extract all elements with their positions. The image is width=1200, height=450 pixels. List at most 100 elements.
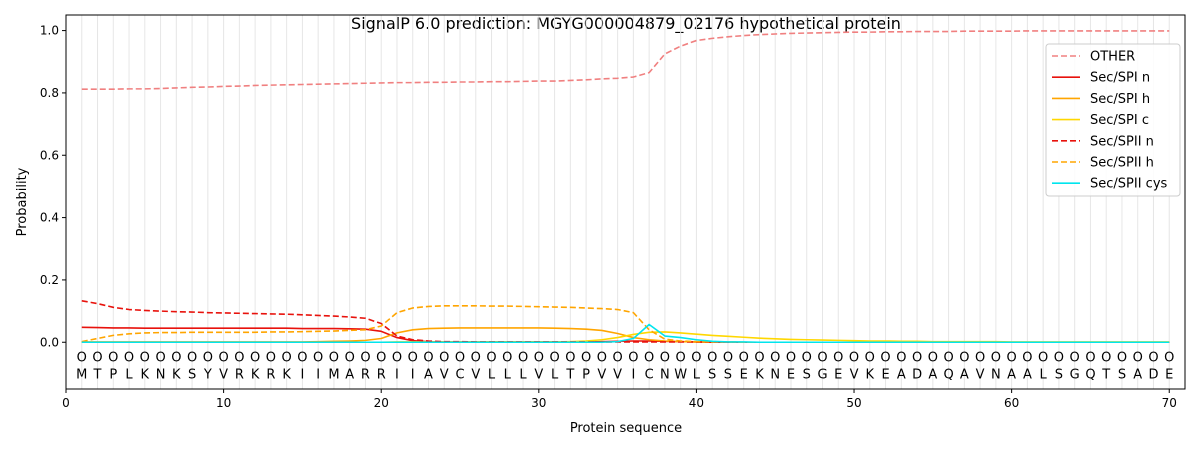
position-marker: O xyxy=(770,350,780,365)
position-marker: O xyxy=(455,350,465,365)
residue-label: C xyxy=(645,367,654,382)
position-marker: O xyxy=(108,350,118,365)
residue-label: E xyxy=(787,367,795,382)
position-marker: O xyxy=(896,350,906,365)
legend-label: Sec/SPI h xyxy=(1090,92,1150,107)
y-axis-label: Probability xyxy=(15,167,30,236)
residue-label: G xyxy=(817,367,827,382)
position-marker: O xyxy=(155,350,165,365)
residue-label: R xyxy=(235,367,244,382)
position-marker: O xyxy=(786,350,796,365)
position-marker: O xyxy=(1164,350,1174,365)
residue-label: I xyxy=(631,367,635,382)
legend: OTHER Sec/SPI n Sec/SPI h Sec/SPI c Sec/SPII… xyxy=(1045,43,1181,197)
position-marker: O xyxy=(865,350,875,365)
residue-label: T xyxy=(93,367,102,382)
residue-label: K xyxy=(141,367,150,382)
position-marker: O xyxy=(676,350,686,365)
position-marker: O xyxy=(329,350,339,365)
x-tick-label: 60 xyxy=(1004,396,1019,410)
residue-label: V xyxy=(471,367,480,382)
residue-label: A xyxy=(928,367,937,382)
position-marker: O xyxy=(613,350,623,365)
position-marker: O xyxy=(408,350,418,365)
residue-label: N xyxy=(660,367,670,382)
residue-label: R xyxy=(361,367,370,382)
residue-label: A xyxy=(1133,367,1142,382)
residue-label: D xyxy=(1148,367,1158,382)
residue-label: S xyxy=(188,367,196,382)
residue-label: E xyxy=(881,367,889,382)
x-tick-label: 50 xyxy=(846,396,861,410)
position-marker: O xyxy=(754,350,764,365)
position-marker: O xyxy=(124,350,134,365)
residue-label: S xyxy=(1118,367,1126,382)
residue-label: P xyxy=(109,367,117,382)
position-marker: O xyxy=(691,350,701,365)
position-marker: O xyxy=(1133,350,1143,365)
residue-label: S xyxy=(803,367,811,382)
position-marker: O xyxy=(92,350,102,365)
x-tick-label: 40 xyxy=(689,396,704,410)
residue-label: Q xyxy=(1085,367,1095,382)
position-marker: O xyxy=(234,350,244,365)
residue-label: M xyxy=(328,367,339,382)
position-marker: O xyxy=(250,350,260,365)
x-tick-label: 10 xyxy=(216,396,231,410)
residue-label: E xyxy=(834,367,842,382)
legend-label: Sec/SPII h xyxy=(1090,156,1154,171)
plot-frame xyxy=(65,14,1186,390)
residue-label: S xyxy=(708,367,716,382)
residue-label: L xyxy=(488,367,496,382)
residue-label: E xyxy=(740,367,748,382)
position-marker: O xyxy=(959,350,969,365)
y-tick-label: 1.0 xyxy=(40,24,59,38)
chart-title: SignalP 6.0 prediction: MGYG000004879_02… xyxy=(351,14,901,34)
x-tick-label: 70 xyxy=(1162,396,1177,410)
position-marker: O xyxy=(817,350,827,365)
x-axis-label: Protein sequence xyxy=(570,421,682,436)
residue-label: V xyxy=(976,367,985,382)
position-marker: O xyxy=(1117,350,1127,365)
position-marker: O xyxy=(928,350,938,365)
position-marker: O xyxy=(581,350,591,365)
vertical-grid xyxy=(81,15,1170,389)
residue-label: W xyxy=(674,367,687,382)
residue-label: G xyxy=(1070,367,1080,382)
residue-label: N xyxy=(156,367,166,382)
residue-label: K xyxy=(282,367,291,382)
series-line-sec-spii-cys xyxy=(81,323,1170,344)
y-tick-label: 0.2 xyxy=(40,273,59,287)
position-marker: O xyxy=(502,350,512,365)
residue-label: R xyxy=(266,367,275,382)
position-marker: O xyxy=(187,350,197,365)
position-marker: O xyxy=(628,350,638,365)
residue-label: K xyxy=(866,367,875,382)
residue-label: V xyxy=(613,367,622,382)
position-marker: O xyxy=(360,350,370,365)
residue-label: V xyxy=(440,367,449,382)
residue-label: V xyxy=(219,367,228,382)
residue-label: K xyxy=(755,367,764,382)
position-marker: O xyxy=(991,350,1001,365)
residue-label: D xyxy=(912,367,922,382)
position-marker: O xyxy=(1101,350,1111,365)
residue-label: S xyxy=(1055,367,1063,382)
position-marker: O xyxy=(518,350,528,365)
residue-label: A xyxy=(345,367,354,382)
residue-label: N xyxy=(991,367,1001,382)
residue-label: I xyxy=(316,367,320,382)
residue-label: A xyxy=(424,367,433,382)
position-marker: O xyxy=(1022,350,1032,365)
position-marker: O xyxy=(471,350,481,365)
position-marker: O xyxy=(644,350,654,365)
y-tick-label: 0.4 xyxy=(40,211,59,225)
x-axis-ticks: 0 10 20 30 40 50 60 70 xyxy=(62,389,1177,410)
residue-label: A xyxy=(1007,367,1016,382)
residue-label: L xyxy=(551,367,559,382)
position-marker: O xyxy=(297,350,307,365)
residue-label: K xyxy=(172,367,181,382)
position-marker: O xyxy=(266,350,276,365)
series-layer xyxy=(81,30,1170,344)
position-marker: O xyxy=(218,350,228,365)
